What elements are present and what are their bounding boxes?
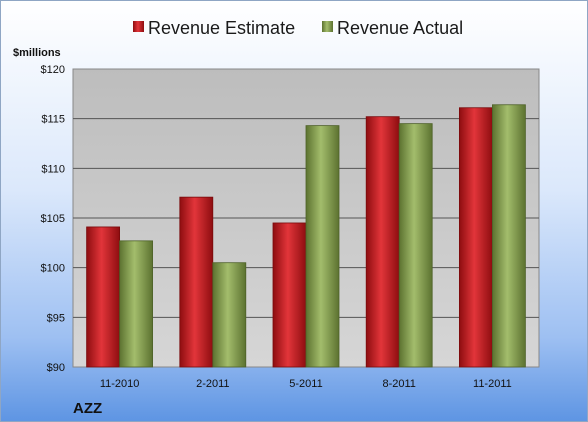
x-tick-label: 2-2011 (196, 378, 229, 390)
y-tick-label: $95 (47, 312, 65, 324)
legend-swatch-actual (322, 21, 333, 32)
y-tick-label: $115 (41, 114, 65, 126)
bar-estimate-11-2011 (458, 107, 493, 368)
x-axis-ticks: 11-2010 2-2011 5-2011 8-2011 11-2011 (100, 378, 512, 390)
y-axis-ticks: $90 $95 $100 $105 $110 $115 $120 (41, 64, 65, 374)
x-tick-label: 11-2010 (100, 378, 140, 390)
bar-actual-2-2011 (212, 262, 247, 368)
bar-estimate-8-2011 (365, 116, 400, 368)
legend-label-actual: Revenue Actual (337, 18, 463, 38)
y-tick-label: $105 (41, 213, 65, 225)
x-tick-label: 8-2011 (382, 378, 415, 390)
y-tick-label: $100 (41, 263, 65, 275)
legend: Revenue Estimate Revenue Actual (133, 18, 463, 38)
bar-estimate-2-2011 (179, 196, 214, 368)
ticker-label: AZZ (73, 400, 102, 417)
bar-estimate-5-2011 (272, 222, 307, 368)
bar-actual-11-2011 (491, 104, 526, 368)
x-tick-label: 11-2011 (473, 378, 512, 390)
y-tick-label: $90 (47, 362, 65, 374)
bar-actual-8-2011 (398, 123, 433, 368)
bar-actual-5-2011 (305, 125, 340, 368)
y-tick-label: $110 (41, 163, 65, 175)
bar-estimate-11-2010 (86, 226, 120, 368)
legend-label-estimate: Revenue Estimate (148, 18, 295, 38)
legend-swatch-estimate (133, 21, 144, 32)
bar-actual-11-2010 (119, 240, 153, 368)
y-axis-unit-label: $millions (13, 47, 61, 59)
y-tick-label: $120 (41, 64, 65, 76)
bars (86, 104, 526, 368)
x-tick-label: 5-2011 (289, 378, 322, 390)
